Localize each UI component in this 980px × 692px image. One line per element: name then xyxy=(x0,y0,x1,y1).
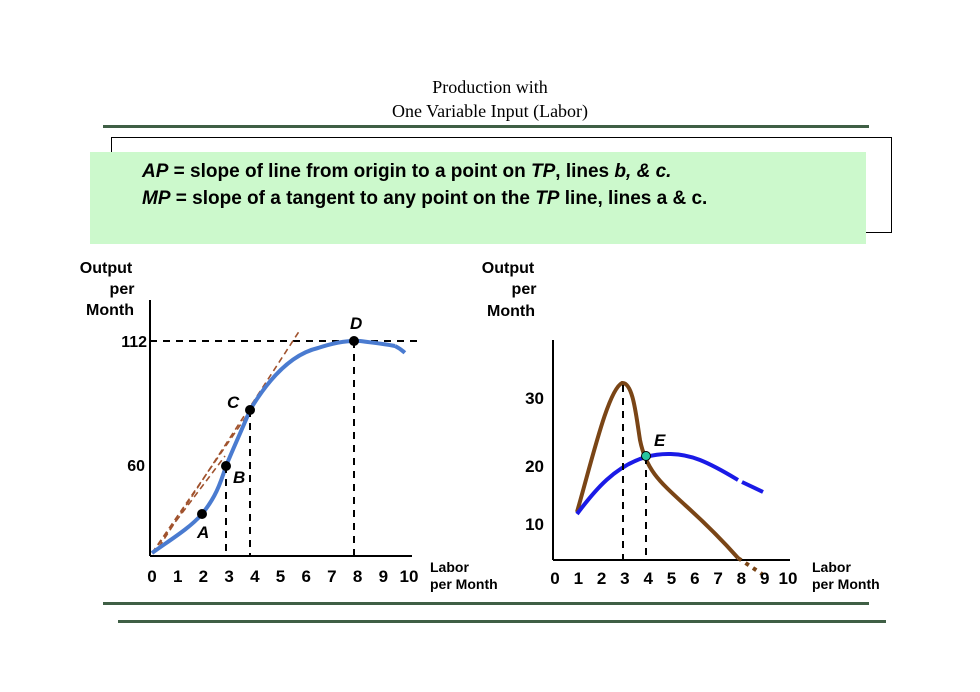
ytick-10: 10 xyxy=(525,515,544,534)
right-ylabel-3: Month xyxy=(487,303,535,320)
callout-segment: TP xyxy=(530,161,556,182)
right-chart: Output per Month 30 20 10 E 0 1 2 3 4 5 6 7 8 9 10… xyxy=(482,260,880,592)
left-ylabel-3: Month xyxy=(86,302,134,319)
left-xtick-10: 10 xyxy=(400,567,419,586)
callout-segment: TP xyxy=(535,188,560,209)
left-xtick-1: 1 xyxy=(173,567,182,586)
point-c-marker xyxy=(245,405,255,415)
right-xlabel-2: per Month xyxy=(812,576,880,592)
right-xtick-5: 5 xyxy=(667,569,676,588)
right-xtick-4: 4 xyxy=(643,569,653,588)
point-d-marker xyxy=(349,336,359,346)
left-ylabel-1: Output xyxy=(80,260,133,277)
top-divider xyxy=(103,125,869,128)
title-line-1: Production with xyxy=(432,77,548,97)
right-xlabel-1: Labor xyxy=(812,559,851,575)
callout-segment: = slope of line from origin to a point o… xyxy=(168,161,531,182)
ytick-20: 20 xyxy=(525,457,544,476)
callout-segment: line, lines a & c. xyxy=(559,188,708,209)
bottom-divider-lower xyxy=(118,620,886,623)
left-xtick-2: 2 xyxy=(199,567,208,586)
point-a-marker xyxy=(197,509,207,519)
callout-segment: b, & c. xyxy=(614,161,672,182)
ytick-30: 30 xyxy=(525,389,544,408)
callout-line-mp: MP = slope of a tangent to any point on … xyxy=(142,188,707,210)
left-xtick-8: 8 xyxy=(353,567,362,586)
title-line-2: One Variable Input (Labor) xyxy=(391,101,589,121)
point-b-marker xyxy=(221,461,231,471)
right-xtick-9: 9 xyxy=(760,569,769,588)
callout-line-ap: AP = slope of line from origin to a poin… xyxy=(142,161,671,183)
callout-segment: = slope of a tangent to any point on the xyxy=(170,188,536,209)
left-xtick-4: 4 xyxy=(250,567,260,586)
left-xtick-0: 0 xyxy=(147,567,156,586)
right-xtick-6: 6 xyxy=(690,569,699,588)
right-xtick-10: 10 xyxy=(779,569,798,588)
left-xtick-5: 5 xyxy=(276,567,285,586)
right-ylabel-1: Output xyxy=(482,260,535,277)
tangent-line-b xyxy=(151,455,226,554)
right-xtick-1: 1 xyxy=(574,569,583,588)
total-product-curve-tail xyxy=(394,344,411,359)
right-xtick-8: 8 xyxy=(737,569,746,588)
bottom-divider-upper xyxy=(103,602,869,605)
left-xtick-6: 6 xyxy=(301,567,310,586)
right-ylabel-2: per xyxy=(512,281,537,298)
callout-segment: MP xyxy=(142,188,171,209)
right-xtick-0: 0 xyxy=(550,569,559,588)
right-xtick-7: 7 xyxy=(713,569,722,588)
average-product-curve xyxy=(575,452,740,516)
left-ylabel-2: per xyxy=(110,281,135,298)
left-x-tick-labels: 0 1 2 3 4 5 6 7 8 9 10 xyxy=(147,567,418,586)
point-d-label: D xyxy=(350,314,362,333)
tangent-line-c xyxy=(158,329,301,548)
left-xlabel-2: per Month xyxy=(430,576,498,592)
left-xtick-7: 7 xyxy=(327,567,336,586)
point-c-label: C xyxy=(227,393,240,412)
left-xlabel-1: Labor xyxy=(430,559,469,575)
point-a-label: A xyxy=(196,523,209,542)
point-e-marker xyxy=(641,451,651,461)
average-product-curve-tail xyxy=(741,480,764,494)
callout-segment: , lines xyxy=(555,161,615,182)
point-b-label: B xyxy=(233,468,245,487)
ytick-112: 112 xyxy=(121,334,147,351)
left-xtick-9: 9 xyxy=(379,567,388,586)
callout-segment: AP xyxy=(142,161,169,182)
total-product-curve xyxy=(150,338,396,555)
ytick-60: 60 xyxy=(127,458,145,475)
right-x-tick-labels: 0 1 2 3 4 5 6 7 8 9 10 xyxy=(550,569,797,588)
right-xtick-2: 2 xyxy=(597,569,606,588)
definition-callout: AP = slope of line from origin to a poin… xyxy=(90,152,866,244)
left-xtick-3: 3 xyxy=(224,567,233,586)
marginal-product-curve xyxy=(575,381,740,560)
point-e-label: E xyxy=(654,431,666,450)
right-xtick-3: 3 xyxy=(620,569,629,588)
